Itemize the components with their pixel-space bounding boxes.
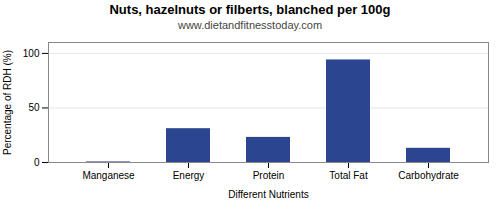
svg-text:Manganese: Manganese: [82, 170, 135, 181]
svg-text:100: 100: [23, 48, 40, 59]
svg-text:Protein: Protein: [253, 170, 285, 181]
svg-text:Total Fat: Total Fat: [329, 170, 368, 181]
svg-text:Carbohydrate: Carbohydrate: [398, 170, 459, 181]
svg-text:0: 0: [34, 157, 40, 168]
svg-text:Percentage of RDH (%): Percentage of RDH (%): [2, 50, 13, 155]
svg-text:Energy: Energy: [173, 170, 205, 181]
html-text:www.dietandfitnesstoday.com: www.dietandfitnesstoday.com: [178, 19, 322, 31]
html-text:Nuts, hazelnuts or filberts, b: Nuts, hazelnuts or filberts, blanched pe…: [109, 2, 391, 17]
svg-text:50: 50: [28, 102, 40, 113]
svg-text:Different Nutrients: Different Nutrients: [228, 189, 308, 200]
